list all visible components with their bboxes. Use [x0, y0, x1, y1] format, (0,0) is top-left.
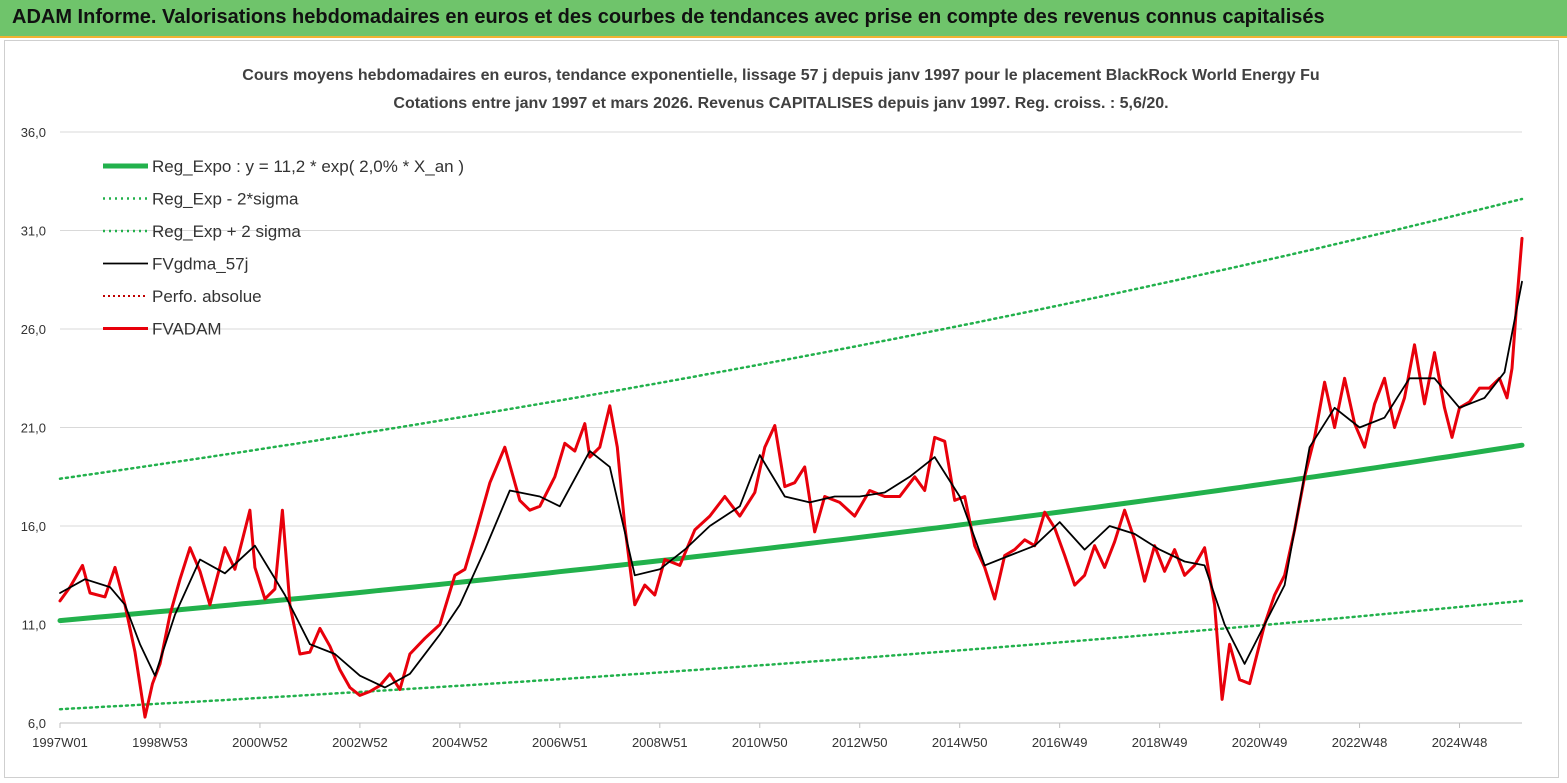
series-fvadam: [58, 236, 1524, 719]
legend-label: Reg_Exp - 2*sigma: [152, 190, 299, 209]
x-tick-label: 2016W49: [1032, 735, 1088, 750]
y-tick-label: 6,0: [28, 716, 46, 731]
y-tick-label: 16,0: [21, 519, 46, 534]
legend-label: Perfo. absolue: [152, 287, 262, 306]
x-axis: 1997W01 1998W53 2000W52 2002W52 2004W52 2006W…: [32, 722, 1522, 750]
legend-label: Reg_Expo : y = 11,2 * exp( 2,0% * X_an ): [152, 157, 464, 176]
x-tick-label: 2012W50: [832, 735, 888, 750]
legend: Reg_Expo : y = 11,2 * exp( 2,0% * X_an )…: [103, 157, 464, 339]
legend-label: Reg_Exp + 2 sigma: [152, 222, 301, 241]
legend-label: FVgdma_57j: [152, 255, 248, 274]
chart-title-line1: Cours moyens hebdomadaires en euros, ten…: [242, 67, 1319, 84]
series-reg-exp-minus-2sigma: [58, 599, 1524, 711]
legend-label: FVADAM: [152, 320, 222, 339]
x-tick-label: 2024W48: [1432, 735, 1488, 750]
y-tick-label: 11,0: [22, 618, 46, 633]
x-tick-label: 2014W50: [932, 735, 988, 750]
x-tick-label: 2004W52: [432, 735, 488, 750]
y-tick-label: 21,0: [21, 421, 46, 436]
grid-lines: [60, 131, 1522, 724]
series-fvgdma-57j: [59, 280, 1523, 689]
y-tick-label: 31,0: [21, 224, 46, 239]
x-tick-label: 2020W49: [1232, 735, 1288, 750]
y-tick-label: 36,0: [21, 125, 46, 140]
series-reg-exp-plus-2sigma: [58, 197, 1524, 480]
x-tick-label: 2002W52: [332, 735, 388, 750]
x-tick-label: 2010W50: [732, 735, 788, 750]
x-tick-label: 2008W51: [632, 735, 688, 750]
x-tick-label: 2022W48: [1332, 735, 1388, 750]
plot-area: [57, 197, 1525, 719]
x-tick-label: 1998W53: [132, 735, 188, 750]
x-tick-label: 1997W01: [32, 735, 88, 750]
header-banner: ADAM Informe. Valorisations hebdomadaire…: [0, 0, 1567, 38]
x-tick-label: 2006W51: [532, 735, 588, 750]
y-axis: 36,0 31,0 26,0 21,0 16,0 11,0 6,0: [21, 125, 46, 731]
chart-title-line2: Cotations entre janv 1997 et mars 2026. …: [393, 95, 1168, 112]
y-tick-label: 26,0: [21, 322, 46, 337]
report-title: ADAM Informe. Valorisations hebdomadaire…: [12, 6, 1325, 28]
x-tick-label: 2018W49: [1132, 735, 1188, 750]
series-reg-expo: [57, 442, 1525, 624]
chart-frame: [4, 40, 1559, 778]
x-tick-label: 2000W52: [232, 735, 288, 750]
